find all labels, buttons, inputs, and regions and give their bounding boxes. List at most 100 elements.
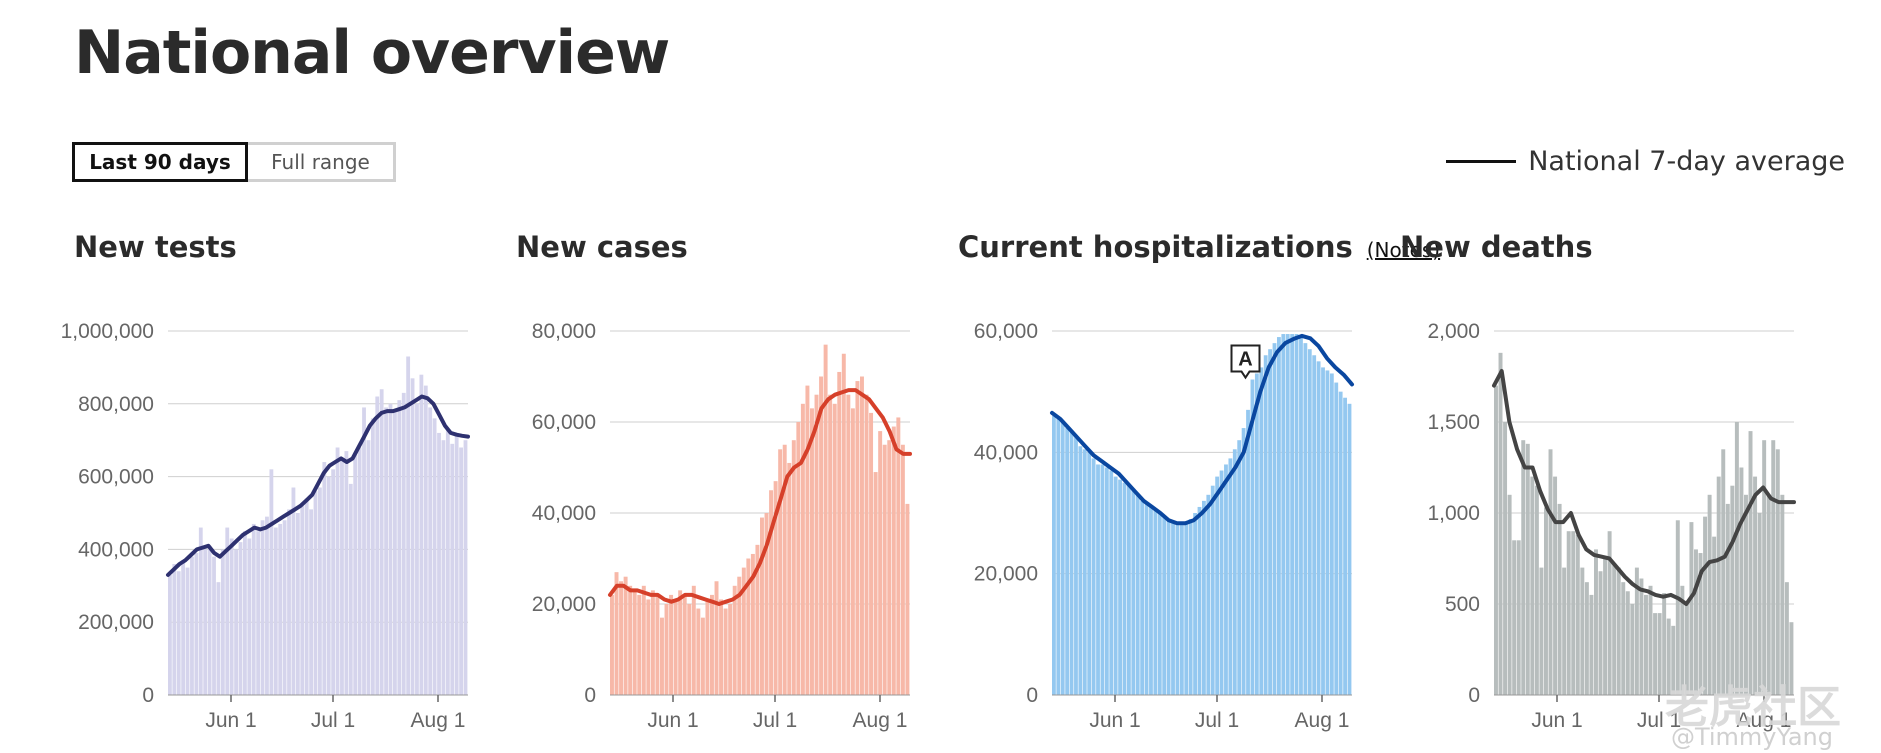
bar bbox=[168, 574, 172, 695]
bar bbox=[1157, 513, 1162, 695]
bar bbox=[869, 412, 874, 695]
bar bbox=[764, 513, 769, 695]
bar bbox=[1060, 422, 1065, 695]
average-line bbox=[1050, 333, 1354, 526]
bar bbox=[1653, 613, 1658, 695]
bar bbox=[251, 523, 256, 695]
bar bbox=[1175, 525, 1180, 695]
bar bbox=[1087, 452, 1092, 695]
bar bbox=[1149, 506, 1153, 695]
bar bbox=[1539, 567, 1544, 695]
bar bbox=[1721, 449, 1726, 695]
last-90-days-button[interactable]: Last 90 days bbox=[72, 142, 248, 182]
bar bbox=[375, 396, 380, 695]
bar bbox=[397, 400, 402, 695]
full-range-button[interactable]: Full range bbox=[248, 142, 396, 182]
x-tick-label: Jul 1 bbox=[311, 709, 355, 732]
bar bbox=[1694, 549, 1698, 695]
bar bbox=[273, 527, 278, 695]
bar bbox=[623, 576, 628, 695]
bar bbox=[1762, 440, 1767, 695]
bar bbox=[406, 356, 411, 695]
bar bbox=[1153, 509, 1158, 695]
bar bbox=[669, 594, 674, 695]
bar bbox=[796, 422, 801, 695]
bar bbox=[632, 590, 637, 695]
bar bbox=[1684, 604, 1689, 695]
y-tick-label: 20,000 bbox=[974, 563, 1038, 586]
bar bbox=[891, 426, 896, 695]
bar bbox=[1325, 370, 1330, 695]
bar bbox=[212, 556, 216, 695]
bar bbox=[1197, 506, 1202, 695]
bar bbox=[1784, 582, 1789, 695]
bar bbox=[1644, 594, 1648, 695]
bar bbox=[1303, 343, 1308, 695]
bar bbox=[1329, 373, 1334, 695]
bar bbox=[1122, 482, 1127, 695]
bar bbox=[691, 585, 696, 695]
bar bbox=[882, 444, 887, 695]
notes-link[interactable]: (Notes) bbox=[1366, 238, 1441, 262]
bar bbox=[1338, 391, 1343, 695]
bar bbox=[194, 553, 199, 695]
bar bbox=[1056, 418, 1061, 695]
bar bbox=[1607, 531, 1612, 695]
bar bbox=[1666, 618, 1671, 695]
y-tick-label: 800,000 bbox=[78, 393, 154, 416]
bar bbox=[1307, 349, 1312, 695]
bar bbox=[787, 462, 792, 695]
bar bbox=[805, 385, 810, 695]
bar bbox=[832, 403, 837, 695]
bar bbox=[1140, 500, 1145, 695]
bar bbox=[1294, 334, 1299, 695]
average-line bbox=[1492, 369, 1796, 606]
y-tick-label: 1,500 bbox=[1427, 411, 1480, 434]
bar bbox=[705, 599, 710, 695]
bar bbox=[243, 531, 247, 695]
bar bbox=[855, 381, 860, 695]
bar bbox=[1621, 582, 1626, 695]
x-tick-label: Aug 1 bbox=[411, 709, 466, 732]
bar bbox=[1250, 379, 1255, 695]
bar bbox=[1534, 485, 1539, 695]
bar bbox=[1312, 355, 1317, 695]
bar bbox=[1052, 415, 1056, 695]
x-tick-label: Jul 1 bbox=[1637, 709, 1681, 732]
bar bbox=[641, 585, 646, 695]
panel-title-tests: New tests bbox=[74, 230, 237, 264]
bar bbox=[1521, 440, 1526, 695]
bar bbox=[1193, 513, 1197, 695]
bar bbox=[463, 440, 468, 695]
bar bbox=[1321, 367, 1325, 695]
bar bbox=[1634, 567, 1639, 695]
bar bbox=[234, 549, 238, 695]
bar bbox=[782, 444, 787, 695]
bar bbox=[1184, 522, 1189, 695]
bar bbox=[366, 440, 371, 695]
bar bbox=[428, 407, 433, 695]
bar bbox=[322, 462, 327, 695]
bar bbox=[1734, 422, 1739, 695]
bar bbox=[256, 531, 261, 695]
bar bbox=[1557, 503, 1562, 695]
bar bbox=[291, 487, 296, 695]
bar bbox=[344, 451, 349, 695]
watermark: 老虎社区 bbox=[1665, 682, 1841, 733]
bar bbox=[750, 553, 755, 695]
bar bbox=[181, 560, 186, 695]
bar bbox=[1789, 622, 1794, 695]
y-tick-label: 0 bbox=[584, 684, 596, 707]
bar bbox=[1730, 485, 1735, 695]
bar bbox=[769, 490, 774, 695]
bar bbox=[1544, 507, 1548, 695]
bar bbox=[664, 604, 669, 695]
bar bbox=[660, 617, 664, 695]
bar bbox=[864, 394, 869, 695]
bar bbox=[1144, 503, 1149, 695]
bar bbox=[313, 491, 318, 695]
bar bbox=[1639, 578, 1644, 695]
average-line bbox=[608, 388, 912, 606]
bar bbox=[737, 576, 742, 695]
bar bbox=[335, 447, 340, 695]
